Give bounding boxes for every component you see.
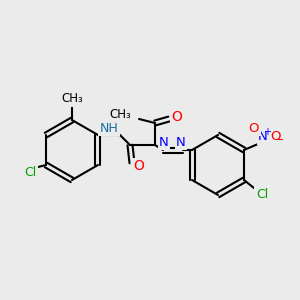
Text: N: N [159, 136, 169, 148]
Text: O: O [172, 110, 182, 124]
Text: N: N [258, 130, 268, 143]
Text: CH₃: CH₃ [61, 92, 83, 106]
Text: −: − [275, 135, 285, 145]
Text: O: O [249, 122, 259, 134]
Text: Cl: Cl [256, 188, 268, 200]
Text: N: N [176, 136, 186, 148]
Text: CH₃: CH₃ [109, 109, 131, 122]
Text: O: O [271, 130, 281, 142]
Text: Cl: Cl [24, 167, 36, 179]
Text: +: + [263, 127, 271, 137]
Text: NH: NH [100, 122, 118, 134]
Text: O: O [134, 159, 144, 173]
